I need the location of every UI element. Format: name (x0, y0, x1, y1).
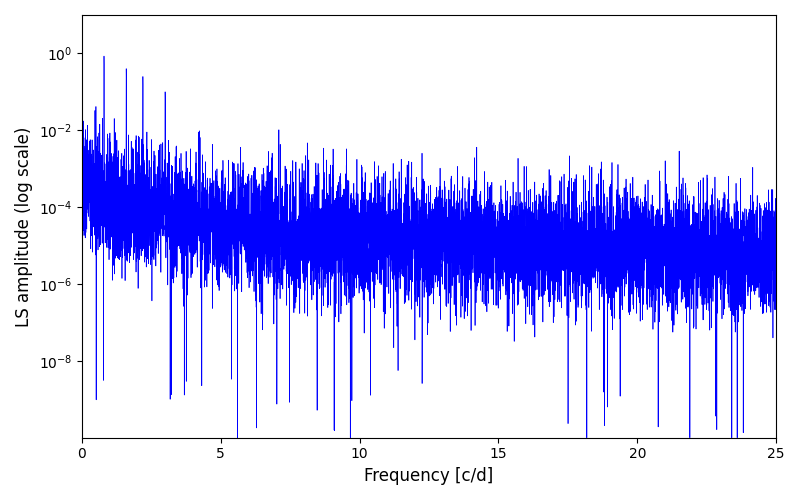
X-axis label: Frequency [c/d]: Frequency [c/d] (364, 467, 494, 485)
Y-axis label: LS amplitude (log scale): LS amplitude (log scale) (15, 126, 33, 326)
